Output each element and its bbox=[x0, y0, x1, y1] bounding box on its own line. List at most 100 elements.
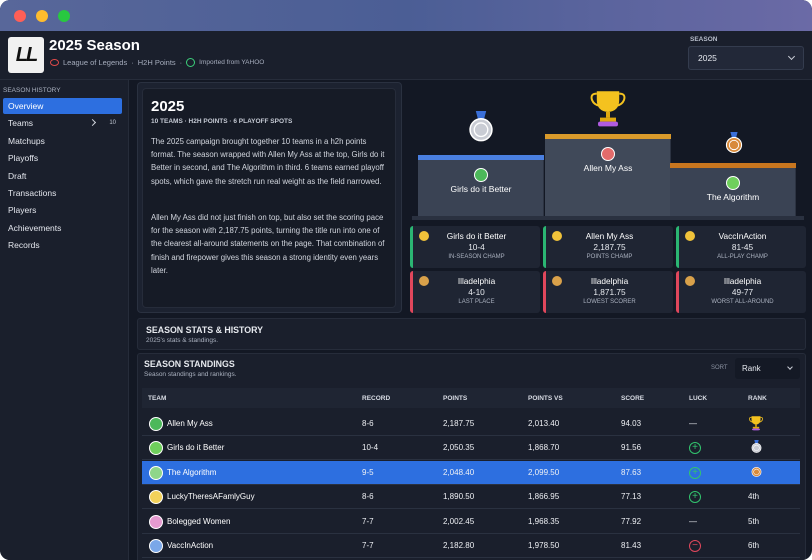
award-team: Illadelphia bbox=[457, 276, 496, 286]
team-avatar bbox=[149, 539, 163, 553]
standings-panel bbox=[137, 353, 806, 560]
award-label: IN-SEASON CHAMP bbox=[448, 254, 505, 260]
award-value: 1,871.75 bbox=[593, 287, 626, 297]
award-card: VaccInAction 81-45 ALL-PLAY CHAMP bbox=[676, 226, 806, 268]
cell-points: 2,050.35 bbox=[443, 443, 475, 453]
title-bar bbox=[0, 0, 812, 31]
check-icon bbox=[186, 58, 196, 67]
window-control[interactable] bbox=[58, 10, 70, 22]
cell-score: 77.92 bbox=[621, 516, 642, 526]
season-label: SEASON bbox=[690, 36, 718, 43]
cell-score: 81.43 bbox=[621, 541, 642, 550]
award-team: Illadelphia bbox=[590, 276, 629, 286]
award-team: VaccInAction bbox=[718, 231, 767, 241]
rank-medal-graphic bbox=[751, 464, 761, 478]
cell-record: 9-5 bbox=[362, 467, 374, 477]
cell-points-vs: 1,978.50 bbox=[528, 541, 560, 550]
team-avatar bbox=[149, 465, 163, 480]
rank-value: 6th bbox=[748, 541, 760, 550]
team-avatar bbox=[149, 441, 163, 456]
section-subtitle: Season standings and rankings. bbox=[144, 371, 237, 378]
silver-medal-graphic bbox=[469, 111, 493, 142]
column-header: TEAM bbox=[148, 395, 167, 402]
team-name: Bolegged Women bbox=[167, 516, 231, 526]
nav-item[interactable]: Transactions bbox=[8, 188, 57, 198]
podium-stripe bbox=[545, 134, 671, 139]
table-row[interactable] bbox=[142, 510, 800, 534]
nav-item[interactable]: Achievements bbox=[8, 222, 62, 233]
trophy-graphic bbox=[590, 91, 626, 127]
meta-text: League of Legends bbox=[63, 58, 128, 67]
rank-medal bbox=[751, 464, 762, 478]
cell-score: 94.03 bbox=[621, 419, 642, 428]
podium-team: Allen My Ass bbox=[583, 163, 633, 173]
nav-item[interactable]: Matchups bbox=[8, 135, 45, 146]
section-title: SEASON STANDINGS bbox=[144, 359, 235, 369]
team-name: The Algorithm bbox=[167, 467, 217, 477]
luck-indicator: + bbox=[689, 442, 701, 455]
podium-team: The Algorithm bbox=[706, 192, 760, 202]
cell-score: 91.56 bbox=[621, 443, 642, 453]
season-select[interactable]: 2025 bbox=[688, 46, 804, 70]
team-avatar bbox=[149, 514, 163, 529]
table-row[interactable] bbox=[142, 436, 800, 461]
nav-item[interactable]: Playoffs bbox=[8, 153, 39, 164]
award-icon bbox=[685, 231, 695, 241]
summary-title: 2025 bbox=[151, 98, 185, 115]
cell-points-vs: 1,866.95 bbox=[528, 492, 560, 502]
podium-avatar bbox=[601, 147, 615, 161]
summary-paragraph: Allen My Ass did not just finish on top,… bbox=[151, 213, 385, 275]
summary-subtitle: 10 TEAMS · H2H POINTS · 6 PLAYOFF SPOTS bbox=[151, 118, 293, 125]
team-name: VaccInAction bbox=[167, 541, 214, 550]
award-team: Allen My Ass bbox=[585, 231, 634, 241]
luck-indicator: − bbox=[689, 540, 701, 552]
award-value: 4-10 bbox=[468, 287, 485, 297]
award-label: POINTS CHAMP bbox=[586, 254, 633, 260]
nav-item[interactable]: Overview bbox=[3, 98, 122, 114]
table-row[interactable] bbox=[142, 485, 800, 510]
window-control[interactable] bbox=[14, 10, 26, 22]
nav-item[interactable]: Players bbox=[8, 205, 37, 216]
nav-item[interactable]: Records bbox=[8, 240, 40, 251]
cell-record: 8-6 bbox=[362, 419, 374, 428]
table-row[interactable] bbox=[142, 534, 800, 558]
award-card: Illadelphia 4-10 LAST PLACE bbox=[410, 271, 540, 313]
award-label: WORST ALL-AROUND bbox=[711, 299, 774, 305]
cell-points-vs: 1,968.35 bbox=[528, 516, 560, 526]
award-value: 2,187.75 bbox=[593, 242, 626, 252]
sort-label: SORT bbox=[711, 365, 728, 371]
separator: · bbox=[179, 58, 183, 67]
column-header: RECORD bbox=[362, 395, 391, 402]
column-header: SCORE bbox=[621, 395, 645, 402]
bronze-medal bbox=[725, 132, 743, 154]
team-name: Girls do it Better bbox=[167, 443, 225, 453]
column-header: POINTS VS bbox=[528, 395, 563, 402]
award-card: Illadelphia 1,871.75 LOWEST SCORER bbox=[543, 271, 673, 313]
nav-item[interactable]: Teams 10 bbox=[3, 115, 122, 131]
sidebar bbox=[0, 80, 129, 560]
game-icon bbox=[50, 59, 59, 66]
table-row[interactable] bbox=[142, 412, 800, 436]
nav-item[interactable]: Draft bbox=[8, 170, 27, 181]
nav-badge: 10 bbox=[109, 120, 116, 127]
team-avatar bbox=[149, 490, 163, 505]
rank-value: 4th bbox=[748, 492, 760, 502]
cell-record: 10-4 bbox=[362, 443, 379, 453]
rank-value: 5th bbox=[748, 516, 760, 526]
podium-stripe bbox=[670, 163, 796, 168]
award-label: LAST PLACE bbox=[458, 299, 495, 305]
award-value: 10-4 bbox=[468, 242, 485, 252]
cell-record: 7-7 bbox=[362, 541, 374, 550]
cell-points-vs: 1,868.70 bbox=[528, 443, 560, 453]
cell-points-vs: 2,099.50 bbox=[528, 467, 560, 477]
sort-select[interactable]: Rank bbox=[735, 358, 800, 379]
cell-points-vs: 2,013.40 bbox=[528, 419, 560, 428]
rank-trophy bbox=[748, 415, 764, 431]
award-icon bbox=[552, 231, 562, 241]
award-card: Girls do it Better 10-4 IN-SEASON CHAMP bbox=[410, 226, 540, 268]
award-icon bbox=[685, 276, 695, 286]
window-control[interactable] bbox=[36, 10, 48, 22]
trophy bbox=[588, 88, 628, 128]
select-chevron bbox=[787, 52, 796, 61]
